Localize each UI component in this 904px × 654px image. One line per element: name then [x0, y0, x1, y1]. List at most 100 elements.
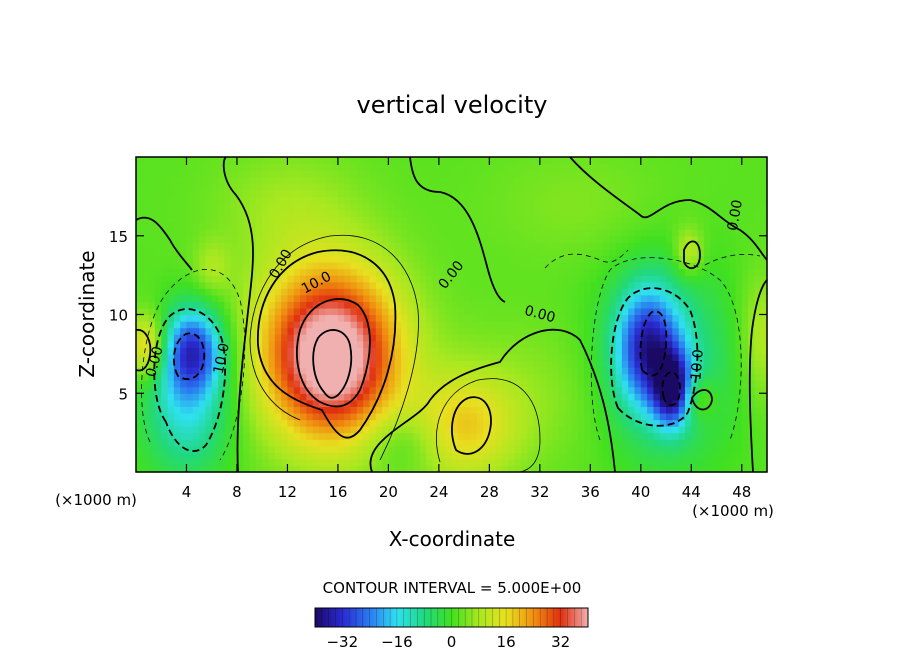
- heatmap-cell: [533, 327, 541, 335]
- heatmap-cell: [318, 465, 326, 473]
- heatmap-cell: [388, 452, 396, 460]
- heatmap-cell: [445, 386, 453, 394]
- heatmap-cell: [438, 380, 446, 388]
- heatmap-cell: [337, 452, 345, 460]
- heatmap-cell: [451, 202, 459, 211]
- heatmap-cell: [684, 399, 692, 407]
- heatmap-cell: [236, 268, 244, 276]
- heatmap-cell: [621, 255, 629, 263]
- heatmap-cell: [577, 419, 585, 427]
- heatmap-cell: [161, 268, 169, 276]
- heatmap-cell: [167, 373, 175, 381]
- heatmap-cell: [337, 288, 345, 296]
- heatmap-cell: [136, 262, 143, 270]
- heatmap-cell: [230, 399, 238, 407]
- heatmap-cell: [748, 321, 755, 329]
- heatmap-cell: [760, 426, 768, 434]
- heatmap-cell: [741, 393, 749, 401]
- heatmap-cell: [748, 412, 755, 421]
- heatmap-cell: [501, 399, 509, 407]
- heatmap-cell: [218, 419, 225, 427]
- heatmap-cell: [167, 255, 175, 263]
- heatmap-cell: [558, 163, 566, 171]
- heatmap-cell: [161, 445, 169, 453]
- heatmap-cell: [754, 183, 762, 191]
- heatmap-cell: [565, 465, 572, 473]
- heatmap-cell: [419, 373, 427, 381]
- x-tick-label: 12: [278, 483, 297, 501]
- heatmap-cell: [489, 406, 497, 414]
- heatmap-cell: [249, 412, 257, 421]
- heatmap-cell: [426, 248, 434, 257]
- heatmap-cell: [602, 314, 610, 322]
- heatmap-cell: [678, 248, 686, 257]
- heatmap-cell: [754, 386, 762, 394]
- heatmap-cell: [325, 176, 333, 184]
- heatmap-cell: [205, 209, 213, 217]
- heatmap-cell: [710, 216, 718, 224]
- heatmap-cell: [684, 262, 692, 270]
- heatmap-cell: [211, 183, 219, 191]
- heatmap-cell: [230, 445, 238, 453]
- contour-line: [748, 279, 768, 473]
- heatmap-cell: [419, 170, 427, 178]
- heatmap-cell: [615, 393, 623, 401]
- heatmap-cell: [584, 288, 591, 296]
- heatmap-cell: [350, 399, 358, 407]
- heatmap-cell: [672, 202, 680, 211]
- heatmap-cell: [236, 307, 244, 316]
- heatmap-cell: [350, 255, 358, 263]
- heatmap-cell: [199, 262, 207, 270]
- heatmap-cell: [230, 426, 238, 434]
- heatmap-cell: [476, 340, 484, 348]
- heatmap-cell: [445, 353, 453, 362]
- heatmap-cell: [565, 353, 572, 362]
- heatmap-cell: [249, 373, 257, 381]
- heatmap-cell: [199, 426, 207, 434]
- heatmap-cell: [268, 393, 276, 401]
- heatmap-cell: [274, 465, 282, 473]
- heatmap-cell: [735, 347, 743, 355]
- heatmap-cell: [413, 360, 421, 368]
- heatmap-cell: [653, 321, 661, 329]
- heatmap-cell: [236, 248, 244, 257]
- heatmap-cell: [136, 202, 143, 211]
- heatmap-cell: [729, 406, 737, 414]
- heatmap-cell: [161, 439, 169, 447]
- heatmap-cell: [337, 353, 345, 362]
- heatmap-cell: [445, 170, 453, 178]
- heatmap-cell: [748, 268, 755, 276]
- heatmap-cell: [274, 202, 282, 211]
- heatmap-cell: [230, 216, 238, 224]
- heatmap-cell: [621, 367, 629, 375]
- heatmap-cell: [356, 262, 364, 270]
- heatmap-cell: [539, 386, 547, 394]
- heatmap-cell: [211, 367, 219, 375]
- heatmap-cell: [508, 255, 516, 263]
- heatmap-cell: [186, 235, 194, 243]
- heatmap-cell: [255, 281, 263, 289]
- heatmap-cell: [590, 229, 598, 237]
- heatmap-cell: [344, 327, 352, 335]
- heatmap-cell: [464, 255, 472, 263]
- heatmap-cell: [331, 275, 339, 283]
- heatmap-cell: [640, 183, 648, 191]
- heatmap-cell: [331, 163, 339, 171]
- heatmap-cell: [224, 176, 232, 184]
- heatmap-cell: [659, 334, 667, 342]
- heatmap-cell: [533, 347, 541, 355]
- heatmap-cell: [300, 458, 307, 467]
- heatmap-cell: [571, 248, 579, 257]
- heatmap-cell: [375, 294, 383, 302]
- heatmap-cell: [489, 288, 497, 296]
- heatmap-cell: [729, 248, 737, 257]
- heatmap-cell: [369, 314, 377, 322]
- heatmap-cell: [161, 209, 169, 217]
- heatmap-cell: [653, 353, 661, 362]
- heatmap-cell: [432, 157, 440, 165]
- heatmap-cell: [533, 229, 541, 237]
- heatmap-cell: [148, 189, 156, 197]
- heatmap-cell: [735, 445, 743, 453]
- heatmap-cell: [426, 268, 434, 276]
- heatmap-cell: [596, 465, 604, 473]
